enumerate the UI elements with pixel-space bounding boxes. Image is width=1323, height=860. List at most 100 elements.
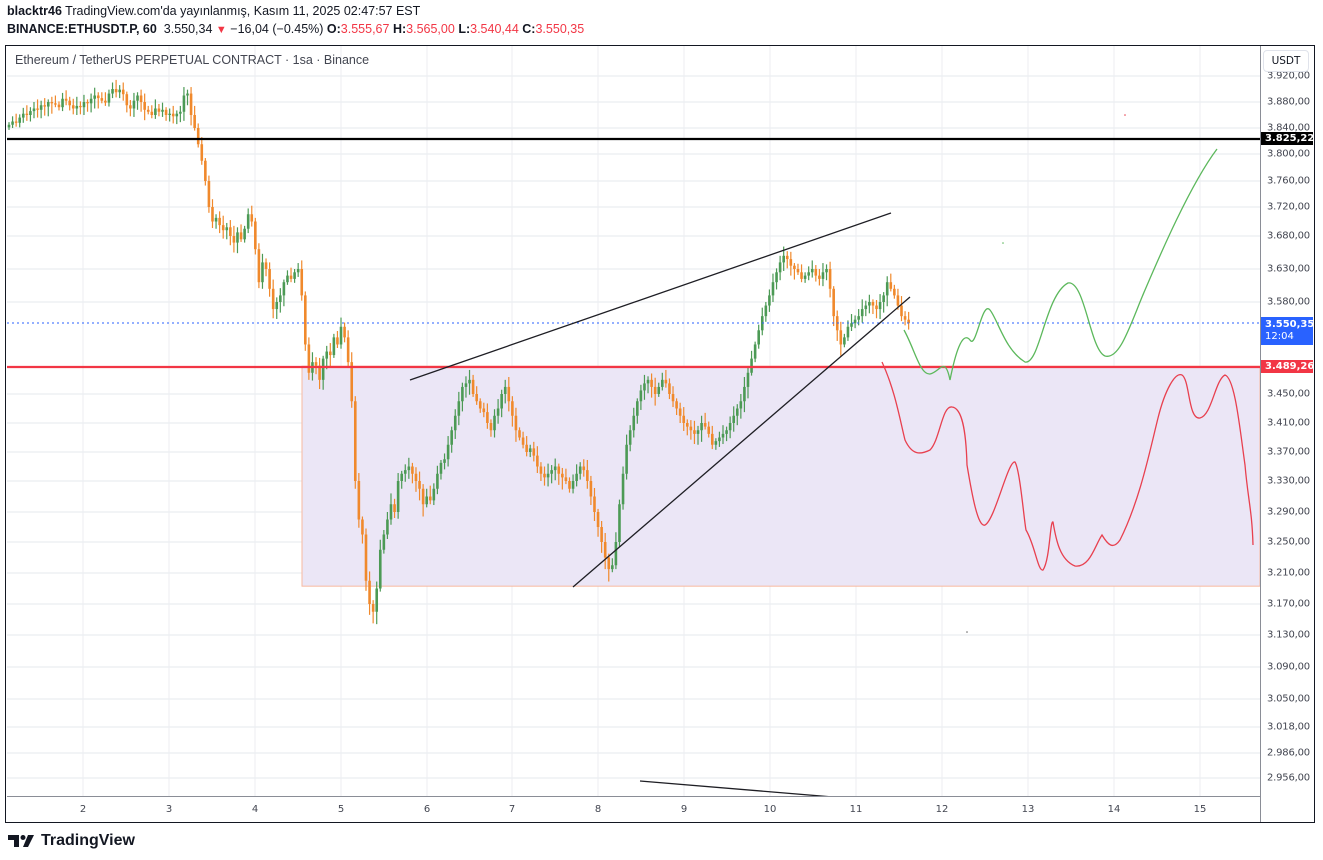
candle-body	[132, 100, 136, 109]
candle-body	[882, 295, 885, 302]
candle-body	[553, 466, 557, 471]
candle-body	[318, 365, 321, 380]
candle-body	[32, 108, 36, 112]
price-tick-label: 3.018,00	[1267, 721, 1310, 733]
chart-plot-area[interactable]	[7, 46, 1260, 797]
candle-body	[900, 305, 903, 317]
price-tick-label: 3.410,00	[1267, 417, 1310, 429]
candle-body	[475, 394, 478, 402]
symbol-label: BINANCE:ETHUSDT.P, 60	[7, 22, 157, 36]
candle-body	[657, 386, 661, 394]
candle-body	[521, 437, 525, 445]
candle-body	[129, 105, 132, 109]
candle-body	[261, 262, 264, 283]
candle-body	[793, 265, 796, 269]
candle-body	[289, 275, 293, 279]
candle-body	[889, 282, 893, 289]
candle-body	[432, 488, 436, 501]
candle-body	[196, 128, 200, 145]
candle-body	[600, 527, 603, 542]
candle-body	[246, 214, 250, 229]
time-tick-label: 12	[935, 804, 949, 815]
stray-mark	[966, 631, 968, 633]
candle-body	[175, 113, 179, 117]
high-label: H:	[392, 22, 407, 36]
candle-body	[707, 426, 711, 434]
candle-body	[425, 496, 428, 505]
candle-body	[264, 262, 268, 269]
down-arrow-icon: ▼	[215, 24, 227, 36]
candle-body	[239, 232, 243, 240]
price-tick-label: 3.210,00	[1267, 567, 1310, 579]
time-tick-label: 4	[251, 804, 259, 815]
candle-body	[428, 496, 432, 501]
candle-body	[536, 455, 539, 467]
candle-body	[775, 272, 778, 283]
candle-body	[789, 259, 793, 266]
price-tick-label: 2.956,00	[1267, 772, 1310, 784]
time-axis[interactable]: 2 3 4 5 6 7 8 9 10 11 12 13 14 15	[7, 796, 1260, 822]
candle-body	[893, 288, 896, 296]
candle-body	[753, 344, 757, 359]
open-label: O:	[326, 22, 341, 36]
price-axis[interactable]: 3.920,00 3.880,00 3.840,00 3.800,00 3.760,00…	[1260, 46, 1314, 822]
candle-body	[393, 504, 396, 512]
candle-body	[329, 351, 332, 356]
candle-body	[293, 272, 296, 279]
candle-body	[86, 102, 89, 104]
candle-body	[803, 275, 807, 279]
publish-date: TradingView.com'da yayınlanmış, Kasım 11…	[65, 4, 421, 18]
candle-body	[878, 302, 882, 310]
candle-body	[885, 282, 889, 296]
candle-body	[282, 282, 286, 296]
candle-body	[743, 386, 746, 402]
candle-body	[693, 430, 696, 434]
time-tick-label: 15	[1193, 804, 1207, 815]
time-tick-label: 10	[763, 804, 777, 815]
candle-body	[643, 383, 646, 391]
candle-body	[403, 470, 407, 474]
candle-body	[810, 269, 814, 273]
candle-body	[496, 408, 500, 416]
currency-button[interactable]: USDT	[1263, 50, 1309, 72]
candle-body	[353, 401, 357, 481]
price-tick-label: 3.050,00	[1267, 693, 1310, 705]
candle-body	[800, 272, 803, 279]
candle-body	[64, 98, 68, 101]
candle-body	[489, 423, 493, 431]
tradingview-logo[interactable]: TradingView	[8, 832, 135, 850]
candle-body	[193, 115, 196, 128]
candle-body	[596, 512, 600, 527]
candle-body	[325, 351, 329, 359]
candle-body	[561, 473, 564, 478]
candle-body	[100, 98, 104, 101]
candle-body	[807, 272, 810, 276]
candle-body	[664, 379, 668, 384]
candle-body	[578, 466, 582, 474]
candle-body	[400, 473, 403, 481]
candle-body	[118, 89, 121, 93]
candle-body	[871, 302, 875, 306]
price-tick-label: 3.330,00	[1267, 475, 1310, 487]
candle-body	[739, 401, 743, 409]
candle-body	[450, 430, 453, 445]
candle-body	[453, 415, 457, 431]
candle-body	[11, 121, 14, 125]
candle-body	[896, 295, 900, 306]
candle-body	[821, 272, 825, 279]
price-chart[interactable]	[7, 46, 1260, 797]
price-tick-label: 3.580,00	[1267, 296, 1310, 308]
chart-title: Ethereum / TetherUS PERPETUAL CONTRACT ·…	[15, 53, 370, 67]
candle-body	[850, 323, 853, 327]
candle-body	[814, 269, 818, 276]
candle-body	[503, 386, 507, 394]
candle-body	[446, 444, 450, 460]
candle-body	[332, 337, 336, 356]
candle-body	[139, 95, 143, 102]
price-zone-rectangle	[301, 365, 1260, 587]
candle-body	[650, 379, 653, 387]
candle-body	[728, 423, 732, 431]
candle-body	[853, 319, 857, 324]
candle-body	[229, 227, 232, 236]
tradingview-logo-icon	[8, 835, 34, 847]
